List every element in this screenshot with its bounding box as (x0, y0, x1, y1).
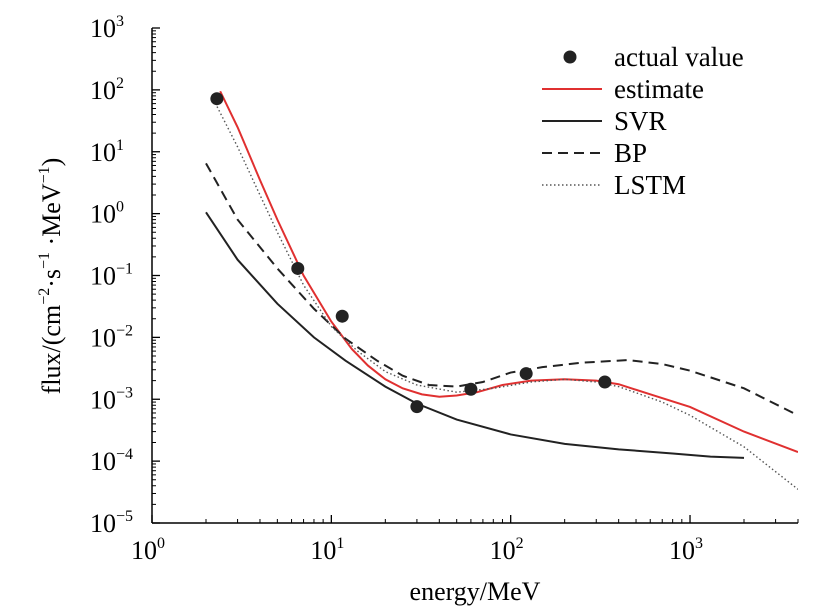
series-line-svr (205, 211, 745, 459)
series-layer (205, 90, 798, 490)
x-tick-label: 100 (131, 535, 165, 565)
legend-label-svr: SVR (614, 106, 667, 136)
data-point (410, 400, 424, 414)
data-point (291, 261, 305, 275)
x-tick-label: 102 (490, 535, 524, 565)
y-tick-label: 101 (90, 137, 124, 167)
legend-label-lstm: LSTM (614, 170, 686, 200)
legend-label-actual-value: actual value (614, 42, 744, 72)
y-tick-label: 103 (90, 13, 124, 43)
y-tick-label: 10−3 (90, 384, 133, 414)
data-point (210, 92, 224, 106)
data-point (464, 382, 478, 396)
axes-layer: 100 101 102 103 10−5 10−4 10−3 10−2 10−1 100 101 10… (90, 13, 799, 565)
x-axis-title: energy/MeV (410, 577, 541, 606)
legend-marker-actual-value (563, 50, 577, 64)
legend-label-estimate: estimate (614, 74, 704, 104)
y-axis-title: flux/(cm−2·s−1 ·MeV−1) (36, 158, 66, 395)
x-tick-label: 103 (669, 535, 703, 565)
y-tick-label: 10−4 (90, 446, 133, 476)
data-point (598, 375, 612, 389)
legend-label-bp: BP (614, 138, 647, 168)
y-tick-label: 10−1 (90, 261, 133, 291)
y-tick-label: 100 (90, 199, 124, 229)
series-line-lstm (212, 99, 798, 490)
data-point (519, 367, 533, 381)
y-tick-label: 10−5 (90, 508, 133, 538)
series-line-bp (205, 162, 798, 417)
series-line-estimate (219, 90, 798, 454)
x-tick-label: 101 (310, 535, 344, 565)
y-tick-label: 102 (90, 75, 124, 105)
y-tick-label: 10−2 (90, 322, 133, 352)
data-point (335, 309, 349, 323)
